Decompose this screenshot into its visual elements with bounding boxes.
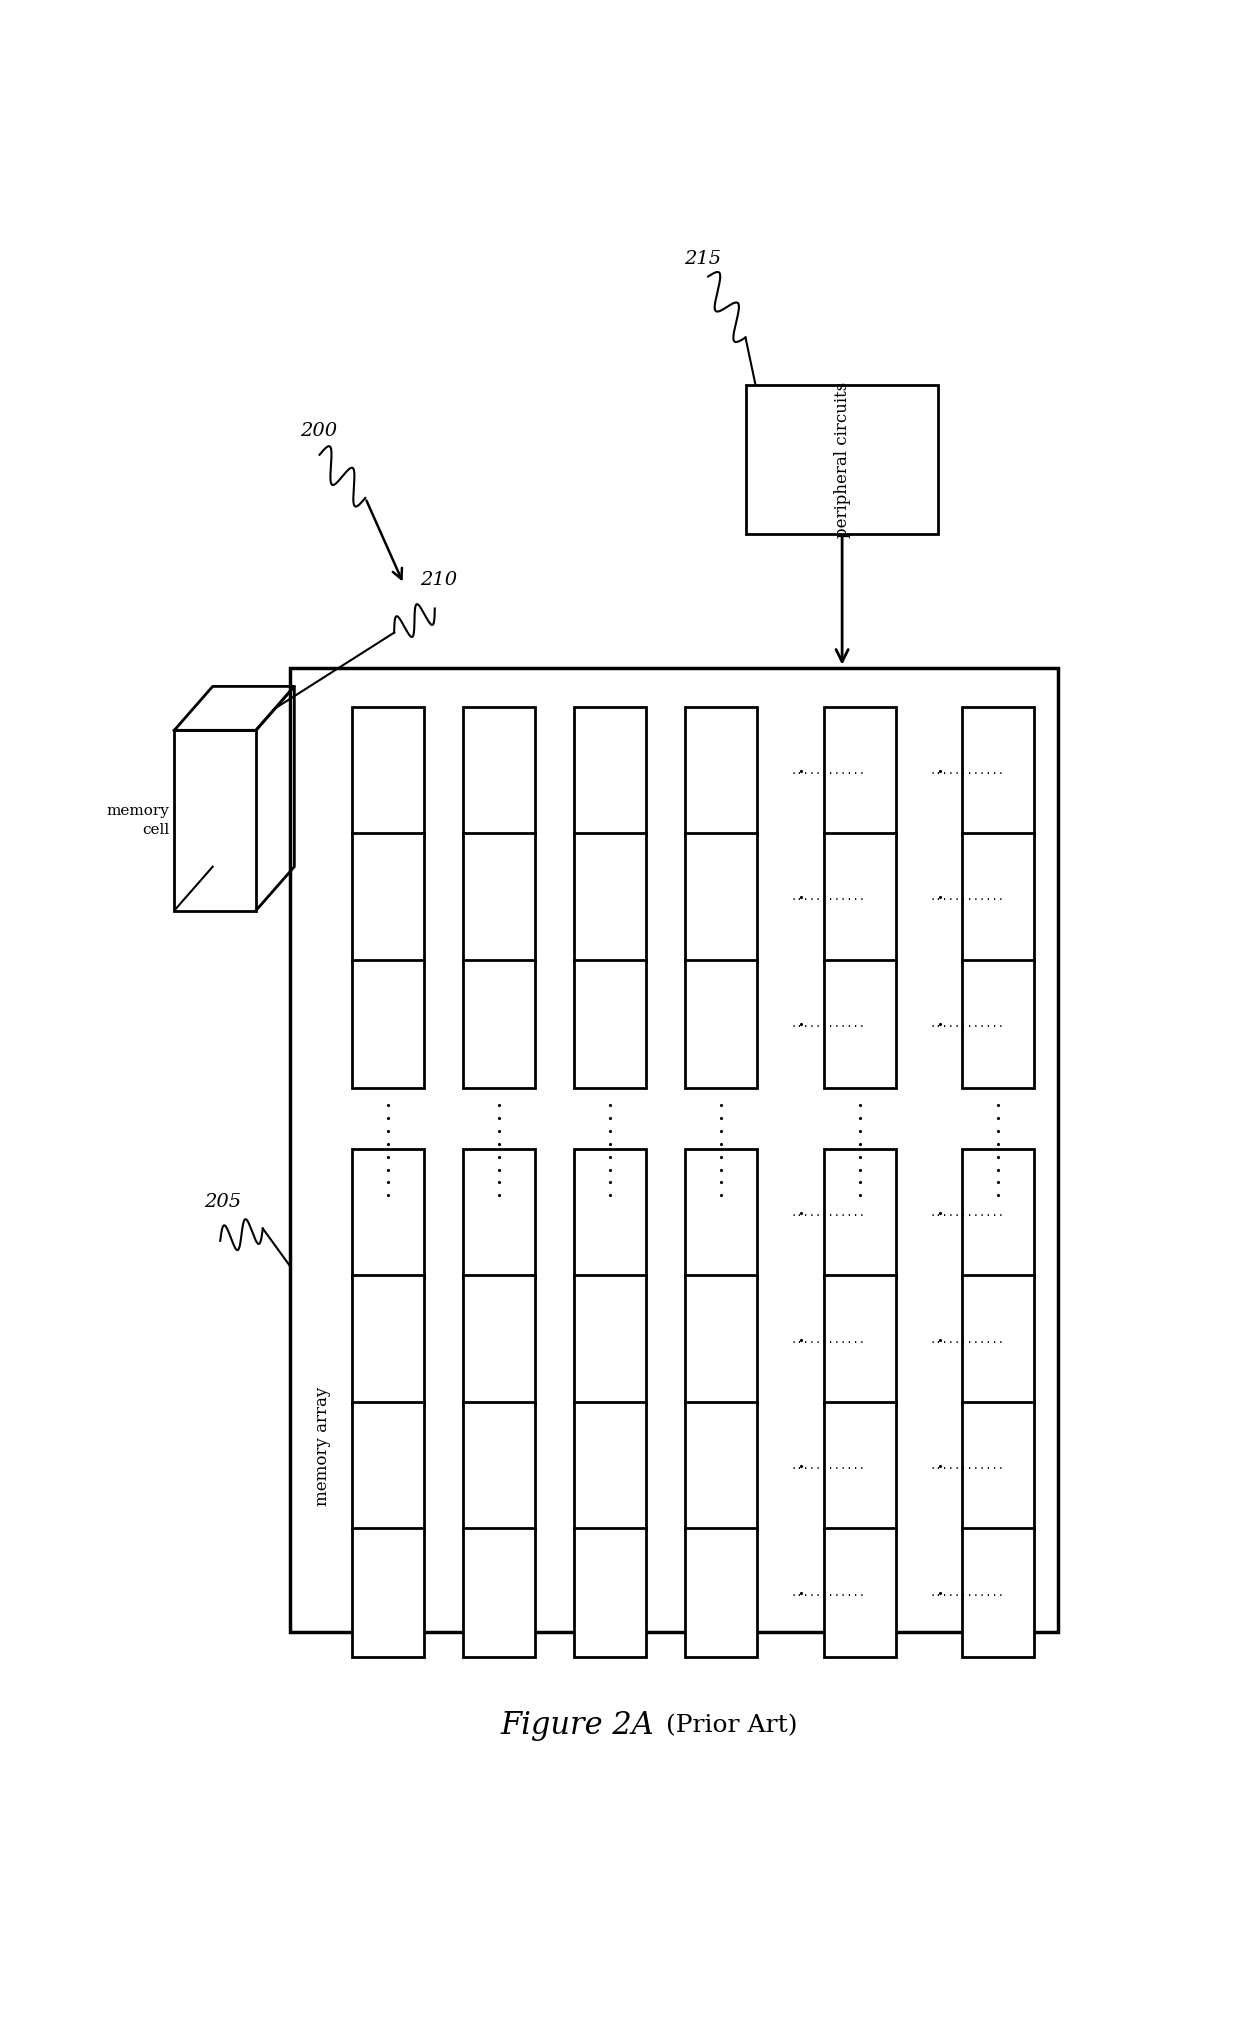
Bar	[463, 1148, 536, 1279]
Bar	[574, 1403, 646, 1531]
Text: ............: ............	[791, 766, 866, 776]
Bar	[352, 1148, 424, 1279]
Text: 210: 210	[420, 572, 458, 588]
Bar	[962, 1529, 1034, 1657]
Text: Figure 2A: Figure 2A	[501, 1710, 655, 1741]
Bar	[463, 706, 536, 835]
Bar	[352, 833, 424, 961]
Text: memory
cell: memory cell	[107, 804, 170, 837]
Text: ............: ............	[929, 1336, 1004, 1344]
Bar	[962, 1275, 1034, 1405]
Text: ............: ............	[791, 1336, 866, 1344]
Bar	[574, 1529, 646, 1657]
Bar	[823, 706, 895, 835]
Text: ............: ............	[791, 1207, 866, 1218]
Text: 215: 215	[684, 250, 722, 269]
Bar	[463, 1529, 536, 1657]
Bar	[290, 668, 1059, 1631]
Bar	[686, 1275, 758, 1405]
Bar	[823, 1148, 895, 1279]
Bar	[686, 833, 758, 961]
Bar	[574, 1148, 646, 1279]
Text: (Prior Art): (Prior Art)	[666, 1714, 797, 1737]
Bar	[823, 1529, 895, 1657]
Bar	[823, 833, 895, 961]
Text: ............: ............	[791, 892, 866, 902]
Bar	[686, 959, 758, 1087]
Text: ............: ............	[929, 766, 1004, 776]
Text: ............: ............	[929, 1462, 1004, 1472]
Text: ............: ............	[929, 1207, 1004, 1218]
Bar	[823, 1403, 895, 1531]
Bar	[352, 1529, 424, 1657]
Bar	[823, 959, 895, 1087]
Bar	[962, 1148, 1034, 1279]
Text: ............: ............	[791, 1462, 866, 1472]
Bar	[352, 1403, 424, 1531]
Text: ............: ............	[929, 892, 1004, 902]
Bar	[463, 1275, 536, 1405]
Bar	[574, 1275, 646, 1405]
Bar	[574, 833, 646, 961]
Text: peripheral circuits: peripheral circuits	[833, 383, 851, 538]
Bar	[174, 731, 255, 910]
Bar	[962, 1403, 1034, 1531]
Text: ............: ............	[929, 1588, 1004, 1598]
Bar	[463, 959, 536, 1087]
Bar	[962, 706, 1034, 835]
Text: ............: ............	[791, 1588, 866, 1598]
Text: memory array: memory array	[314, 1387, 331, 1507]
Bar	[686, 1529, 758, 1657]
Text: ............: ............	[791, 1018, 866, 1028]
Bar	[962, 959, 1034, 1087]
Bar	[463, 1403, 536, 1531]
Bar	[823, 1275, 895, 1405]
Bar	[574, 959, 646, 1087]
Bar	[686, 1403, 758, 1531]
Bar	[352, 1275, 424, 1405]
Bar	[352, 959, 424, 1087]
Bar	[746, 385, 939, 533]
Text: 205: 205	[203, 1193, 241, 1211]
Bar	[686, 1148, 758, 1279]
Bar	[574, 706, 646, 835]
Bar	[463, 833, 536, 961]
Text: 200: 200	[300, 421, 337, 440]
Bar	[352, 706, 424, 835]
Bar	[686, 706, 758, 835]
Bar	[962, 833, 1034, 961]
Text: ............: ............	[929, 1018, 1004, 1028]
